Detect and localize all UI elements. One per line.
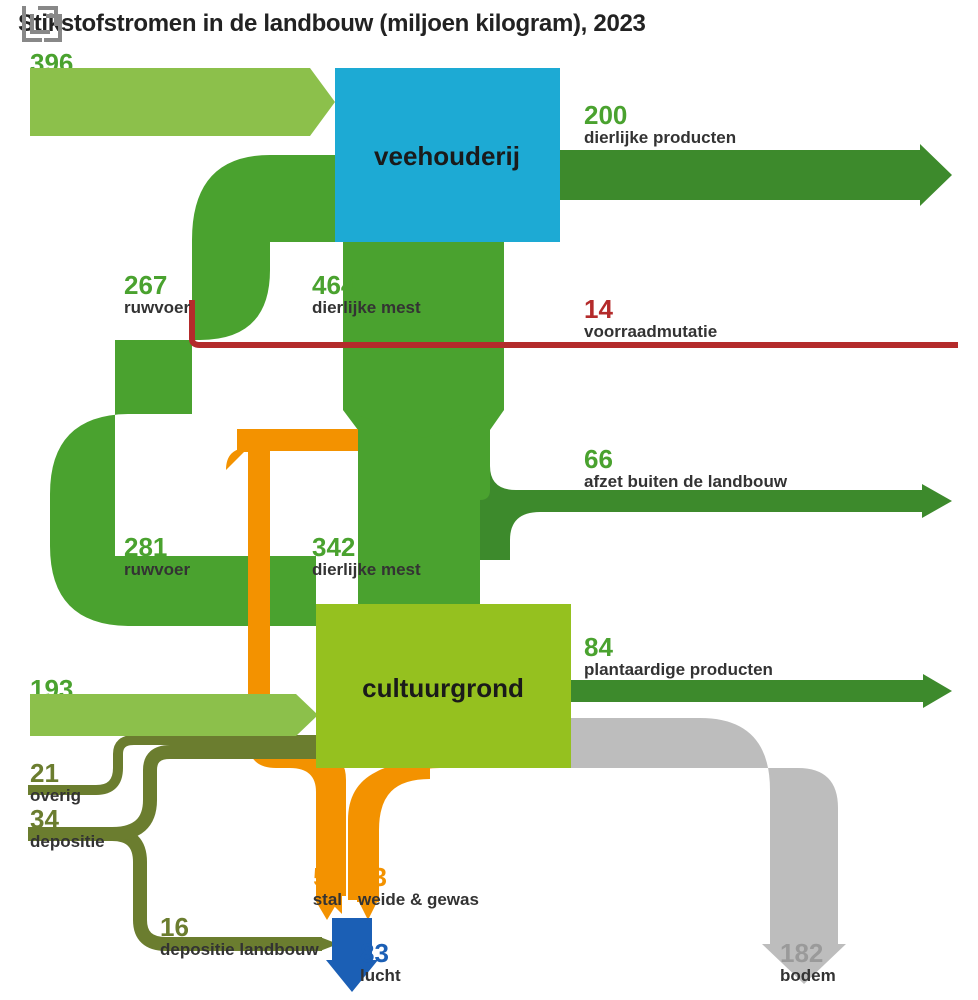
band-dierlijke-producten [560, 144, 952, 206]
band-afzet [516, 484, 952, 518]
band-kunstmest [30, 694, 318, 736]
node-veehouderij-label: veehouderij [374, 141, 520, 171]
band-plantaardige [571, 674, 952, 708]
node-cultuurgrond-label: cultuurgrond [362, 673, 524, 703]
sankey-diagram: Stikstofstromen in de landbouw (miljoen … [0, 0, 978, 1000]
band-krachtvoer [30, 68, 335, 136]
bands-svg: veehouderij cultuurgrond [0, 0, 978, 1000]
